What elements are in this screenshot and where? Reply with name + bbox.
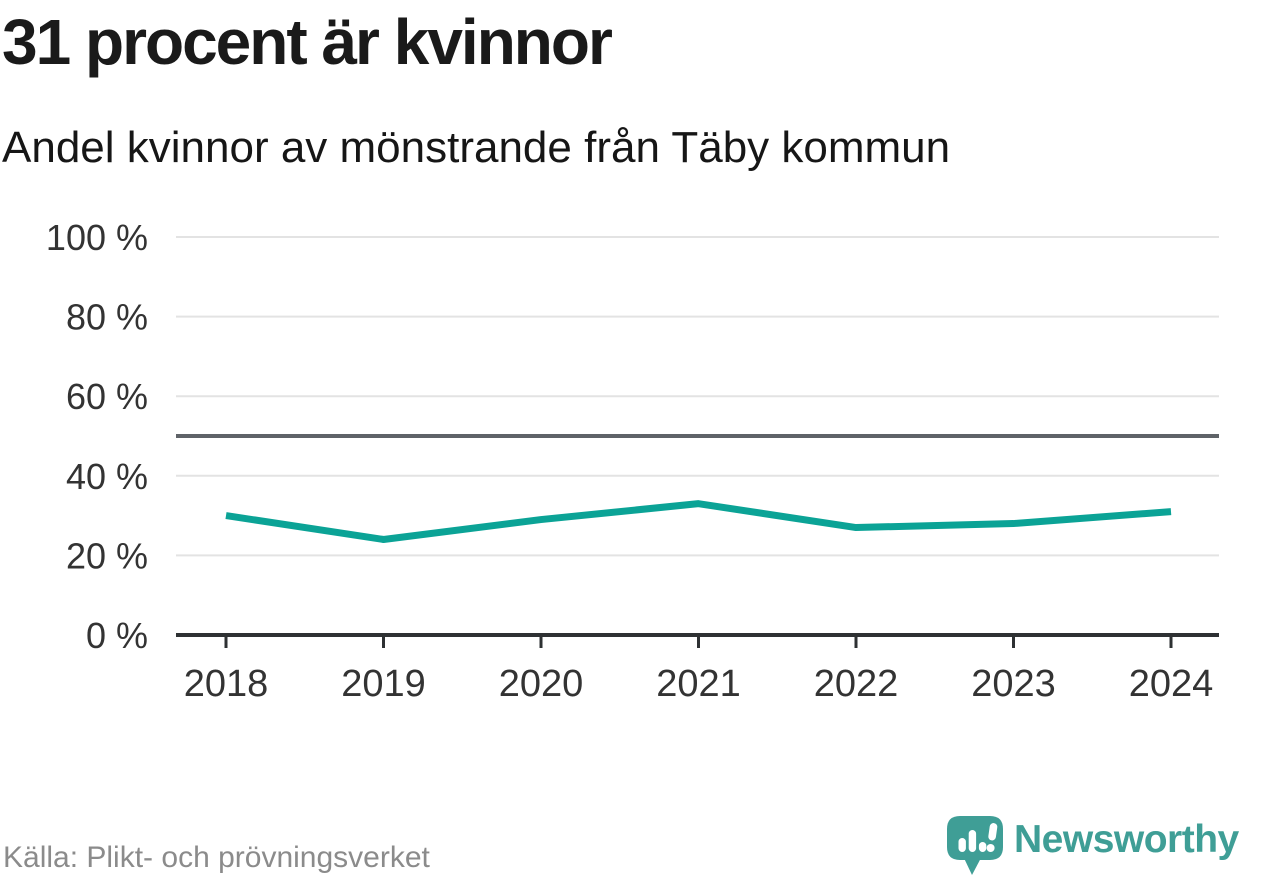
x-axis-tick-label: 2021	[656, 663, 741, 705]
newsworthy-logo: Newsworthy	[947, 816, 1239, 878]
chart-subtitle: Andel kvinnor av mönstrande från Täby ko…	[2, 123, 951, 172]
x-axis-tick-label: 2018	[184, 663, 269, 705]
y-axis-tick-label: 0 %	[86, 615, 148, 656]
y-axis-tick-label: 100 %	[46, 217, 148, 258]
x-axis-tick-label: 2023	[971, 663, 1056, 705]
y-axis-tick-label: 60 %	[66, 376, 148, 417]
page-title: 31 procent är kvinnor	[2, 6, 613, 78]
line-chart: 0 % 20 % 40 % 60 % 80 % 100 % 2018 2019 2020 2021…	[46, 217, 1219, 705]
x-axis-tick-label: 2022	[814, 663, 899, 705]
source-text: Källa: Plikt- och prövningsverket	[3, 841, 430, 874]
y-axis-tick-label: 80 %	[66, 297, 148, 338]
y-axis-tick-label: 20 %	[66, 535, 148, 576]
y-axis-tick-label: 40 %	[66, 456, 148, 497]
data-line	[225, 500, 1172, 543]
newsworthy-bubble-chart-icon	[947, 816, 1003, 875]
x-axis-tick-label: 2024	[1129, 663, 1214, 705]
newsworthy-logo-text: Newsworthy	[1014, 818, 1239, 861]
x-axis-tick-label: 2020	[499, 663, 584, 705]
x-axis-tick-label: 2019	[341, 663, 426, 705]
